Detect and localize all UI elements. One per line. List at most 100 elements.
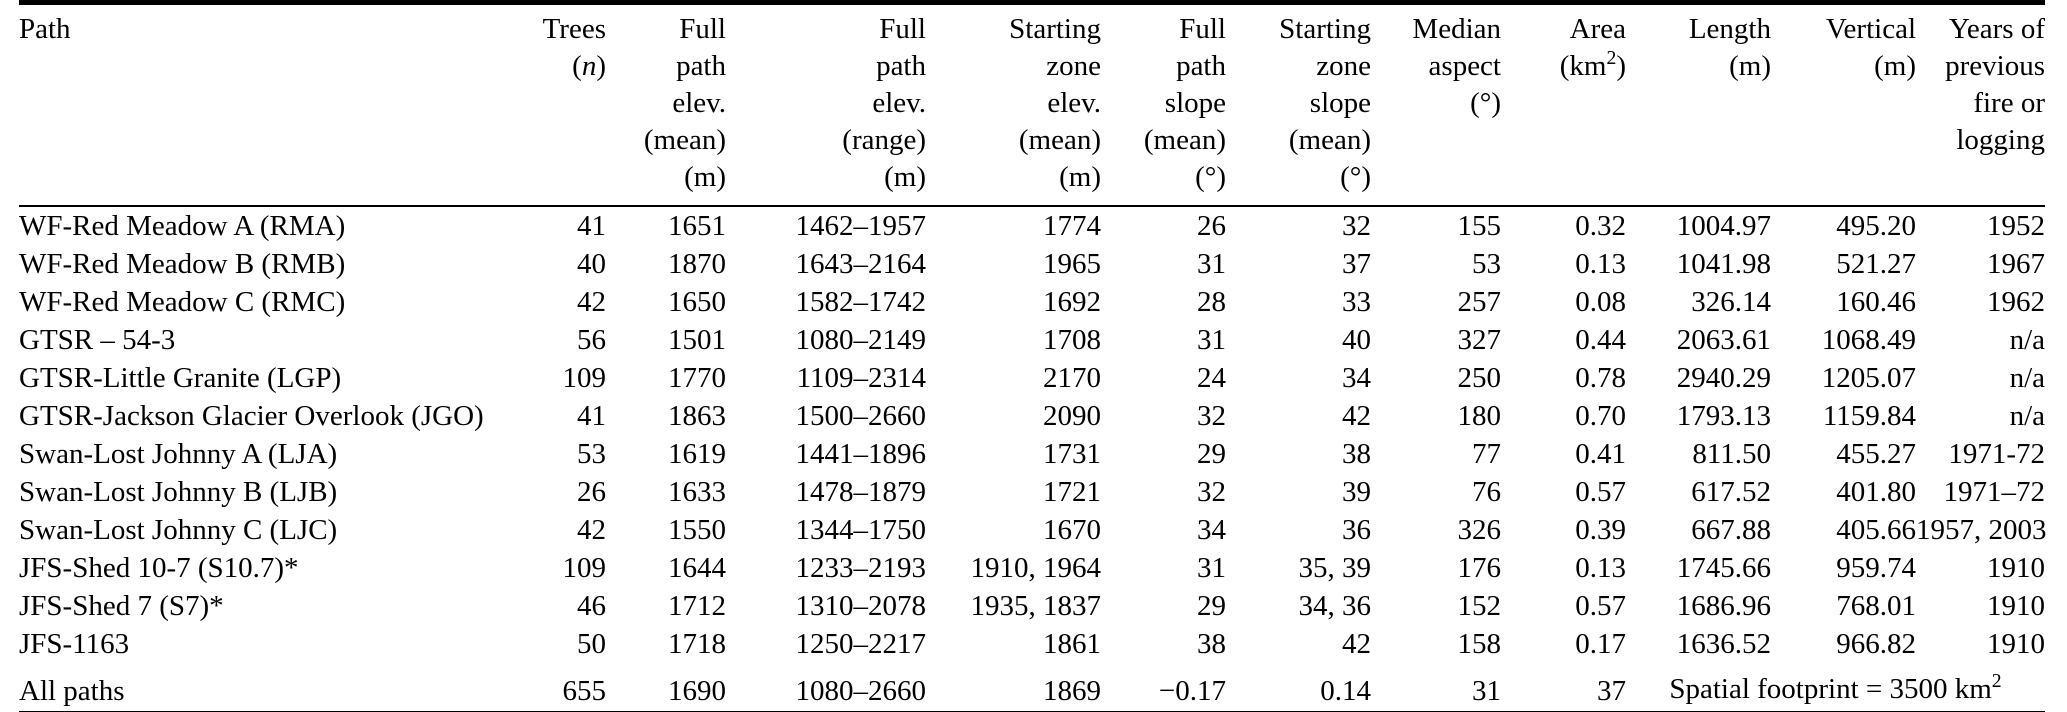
table-row: WF-Red Meadow C (RMC) 42 1650 1582–1742 … (19, 283, 2045, 321)
cell-elev-range: 1080–2660 (795, 674, 927, 707)
cell-path: WF-Red Meadow B (RMB) (19, 248, 346, 280)
cell-vertical: 455.27 (1836, 438, 1916, 470)
header-line: elev. (872, 87, 926, 119)
table-row: GTSR – 54-3 56 1501 1080–2149 1708 31 40… (19, 321, 2045, 359)
cell-sz-elev: 1861 (1043, 628, 1101, 660)
cell-trees: 109 (562, 362, 607, 394)
cell-length: 1793.13 (1676, 400, 1771, 432)
header-line: Area (1569, 13, 1626, 45)
cell-elev-range: 1250–2217 (795, 628, 927, 660)
cell-fp-slope: −0.17 (1158, 674, 1226, 707)
cell-aspect: 326 (1457, 514, 1502, 546)
cell-fp-slope: 26 (1197, 210, 1226, 242)
header-line: aspect (1428, 50, 1501, 82)
column-header-elev-mean: Full path elev. (mean) (m) (606, 2, 726, 207)
cell-sz-elev: 1731 (1043, 438, 1101, 470)
cell-aspect: 158 (1457, 628, 1502, 660)
column-header-trees: Trees (n) (539, 2, 606, 207)
cell-years: n/a (2009, 400, 2045, 432)
cell-length: 2940.29 (1676, 362, 1771, 394)
cell-elev-mean: 1619 (668, 438, 726, 470)
cell-path: WF-Red Meadow C (RMC) (19, 286, 346, 318)
cell-elev-mean: 1644 (668, 552, 726, 584)
cell-spatial-footprint: Spatial footprint = 3500 km2 (1626, 663, 2045, 712)
cell-elev-range: 1310–2078 (795, 590, 927, 622)
superscript: 2 (1991, 670, 2002, 693)
cell-sz-slope: 33 (1342, 286, 1371, 318)
table-row: GTSR-Little Granite (LGP) 109 1770 1109–… (19, 359, 2045, 397)
cell-path: JFS-Shed 10-7 (S10.7)* (19, 552, 299, 584)
header-line: elev. (1047, 87, 1101, 119)
cell-years: n/a (2009, 362, 2045, 394)
cell-years: 1910 (1987, 628, 2045, 660)
header-line: (°) (1340, 161, 1371, 193)
cell-years: 1952 (1987, 210, 2045, 242)
header-line: path (1176, 50, 1226, 82)
cell-elev-range: 1462–1957 (795, 210, 927, 242)
cell-vertical: 1068.49 (1821, 324, 1916, 356)
cell-trees: 26 (577, 476, 606, 508)
cell-sz-slope: 42 (1342, 400, 1371, 432)
header-line: Full (1179, 13, 1226, 45)
avalanche-paths-table-container: Path Trees (n) Full path elev. (mean) (m… (19, 0, 2047, 712)
column-header-sz-slope: Starting zone slope (mean) (°) (1226, 2, 1371, 207)
cell-path: Swan-Lost Johnny B (LJB) (19, 476, 338, 508)
cell-trees: 655 (562, 674, 607, 707)
header-line: Trees (542, 13, 606, 45)
cell-path: GTSR – 54-3 (19, 324, 176, 356)
cell-years: 1962 (1987, 286, 2045, 318)
cell-years: 1967 (1987, 248, 2045, 280)
cell-vertical: 401.80 (1836, 476, 1916, 508)
table-row: JFS-Shed 7 (S7)* 46 1712 1310–2078 1935,… (19, 587, 2045, 625)
table-row: GTSR-Jackson Glacier Overlook (JGO) 41 1… (19, 397, 2045, 435)
cell-trees: 46 (577, 590, 606, 622)
cell-sz-slope: 35, 39 (1298, 552, 1372, 584)
cell-path: Swan-Lost Johnny C (LJC) (19, 514, 338, 546)
cell-aspect: 53 (1472, 248, 1501, 280)
cell-trees: 40 (577, 248, 606, 280)
header-line: Starting (1009, 13, 1101, 45)
header-line: slope (1309, 87, 1371, 119)
cell-trees: 41 (577, 400, 606, 432)
cell-elev-mean: 1501 (668, 324, 726, 356)
cell-sz-elev: 1965 (1043, 248, 1101, 280)
cell-length: 617.52 (1691, 476, 1771, 508)
column-header-years: Years of previous fire or logging (1916, 2, 2045, 207)
cell-aspect: 31 (1472, 674, 1501, 707)
cell-trees: 109 (562, 552, 607, 584)
cell-length: 1686.96 (1676, 590, 1771, 622)
superscript: 2 (1606, 47, 1617, 70)
cell-sz-elev: 1708 (1043, 324, 1101, 356)
cell-elev-range: 1109–2314 (796, 362, 926, 394)
table-row-all-paths: All paths 655 1690 1080–2660 1869 −0.17 … (19, 663, 2045, 712)
cell-fp-slope: 28 (1197, 286, 1226, 318)
header-line: (°) (1195, 161, 1226, 193)
cell-area: 0.39 (1575, 514, 1626, 546)
cell-vertical: 768.01 (1836, 590, 1916, 622)
cell-trees: 42 (577, 286, 606, 318)
header-line: (m) (1874, 50, 1916, 82)
cell-aspect: 155 (1457, 210, 1502, 242)
cell-elev-range: 1080–2149 (795, 324, 927, 356)
cell-sz-slope: 40 (1342, 324, 1371, 356)
header-line: zone (1046, 50, 1101, 82)
header-line: Path (19, 13, 71, 45)
cell-path: JFS-1163 (19, 628, 130, 660)
cell-aspect: 76 (1472, 476, 1501, 508)
paren: ( (572, 50, 582, 82)
cell-vertical: 1205.07 (1821, 362, 1916, 394)
cell-years: 1971–72 (1943, 476, 2046, 508)
cell-aspect: 152 (1457, 590, 1502, 622)
n-symbol: n (581, 50, 597, 82)
cell-elev-mean: 1633 (668, 476, 726, 508)
cell-vertical: 521.27 (1836, 248, 1916, 280)
cell-trees: 50 (577, 628, 606, 660)
cell-area: 37 (1597, 674, 1626, 707)
unit: ) (1616, 50, 1626, 82)
column-header-elev-range: Full path elev. (range) (m) (726, 2, 926, 207)
cell-path: GTSR-Jackson Glacier Overlook (JGO) (19, 400, 484, 432)
header-line: slope (1164, 87, 1226, 119)
paren: ) (596, 50, 606, 82)
cell-elev-range: 1478–1879 (795, 476, 927, 508)
cell-path: All paths (19, 674, 125, 707)
